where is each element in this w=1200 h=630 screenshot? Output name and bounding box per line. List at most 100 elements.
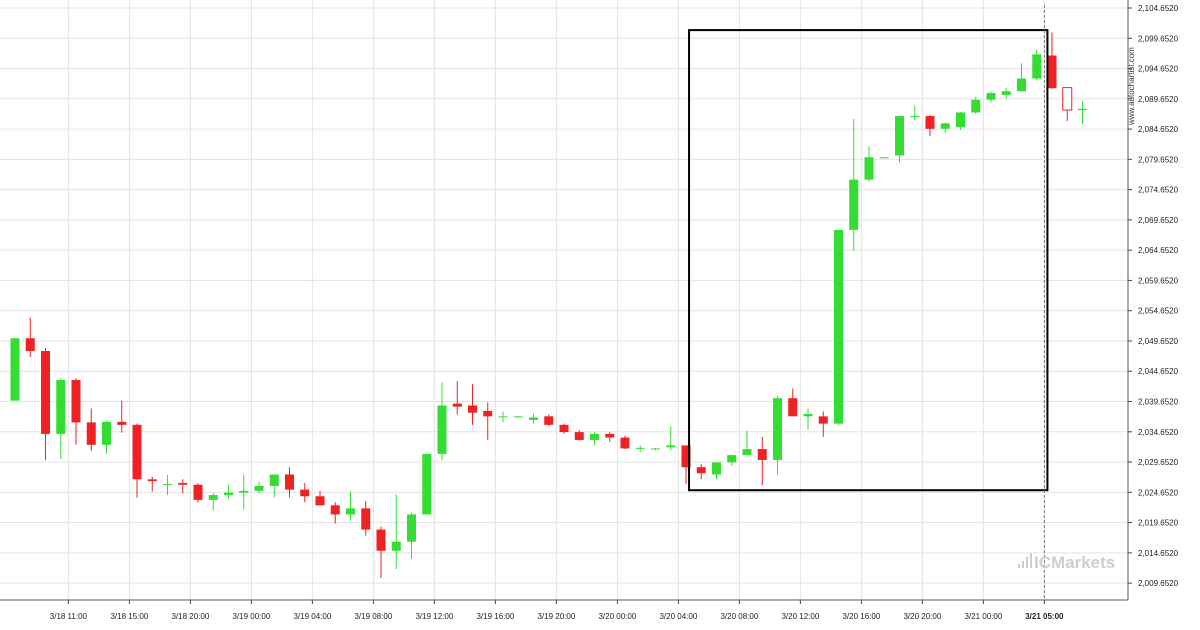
candle [208, 493, 218, 511]
candle [803, 408, 813, 430]
candle-body [803, 413, 813, 417]
candle [666, 426, 676, 451]
x-tick-label: 3/19 16:00 [476, 612, 514, 621]
x-tick-label: 3/19 04:00 [293, 612, 331, 621]
candle [376, 526, 386, 578]
candle [681, 445, 691, 485]
candle [910, 105, 920, 121]
candles [10, 32, 1087, 578]
y-tick-label: 2,079.6520 [1138, 155, 1179, 164]
candle-body [117, 421, 127, 425]
candle-body [483, 410, 493, 417]
candle-body [10, 338, 20, 401]
candle [193, 482, 203, 503]
candle-body [513, 416, 523, 418]
candle [25, 317, 35, 358]
candle-body [849, 179, 859, 230]
candle-body [818, 416, 828, 424]
candle-body [71, 380, 81, 423]
candle-body [925, 116, 935, 129]
candle-body [895, 116, 904, 156]
candle [635, 445, 645, 453]
candle-body [361, 508, 371, 530]
candle-body [1078, 108, 1087, 111]
candle [620, 435, 630, 450]
candle-body [300, 489, 310, 497]
candle-body [452, 403, 462, 407]
candle-body [1047, 55, 1057, 89]
x-tick-label: 3/19 00:00 [232, 612, 270, 621]
candle [254, 481, 264, 494]
candle [895, 116, 904, 163]
y-tick-label: 2,034.6520 [1138, 428, 1179, 437]
candle-body [696, 467, 706, 474]
candle [574, 430, 584, 441]
candle-body [208, 495, 218, 500]
y-tick-label: 2,024.6520 [1138, 488, 1179, 497]
candle-body [56, 380, 66, 434]
x-tick-label: 3/20 00:00 [598, 612, 636, 621]
y-tick-label: 2,049.6520 [1138, 337, 1179, 346]
candle-body [498, 416, 508, 418]
y-tick-label: 2,044.6520 [1138, 367, 1179, 376]
candle-body [1062, 87, 1073, 111]
candle-body [940, 123, 950, 129]
candle-body [163, 484, 172, 486]
x-axis: 3/18 11:00 3/18 15:00 3/18 20:00 3/19 00:00… [0, 599, 1128, 621]
candle-body [254, 485, 264, 491]
candle-body [620, 437, 630, 449]
candle-body [590, 433, 599, 440]
candle [849, 119, 859, 252]
candle [56, 378, 66, 459]
candle [956, 111, 965, 131]
candle-body [742, 449, 752, 456]
candle [163, 475, 172, 496]
candle [925, 114, 935, 137]
candle-body [224, 492, 233, 496]
candle-body [1017, 78, 1026, 92]
candle [513, 415, 523, 418]
candle-body [544, 416, 554, 425]
x-tick-label: 3/20 12:00 [781, 612, 819, 621]
candle-body [1001, 91, 1011, 95]
candle [147, 476, 157, 492]
candle [10, 338, 20, 401]
candle-body [285, 474, 294, 490]
candle [651, 447, 660, 451]
candle [1047, 32, 1057, 89]
candle-body [879, 157, 889, 159]
x-tick-label: 3/18 20:00 [171, 612, 209, 621]
candle-body [666, 445, 676, 448]
candle [269, 474, 279, 498]
x-tick-label: 3/20 20:00 [903, 612, 941, 621]
candle [590, 432, 599, 446]
candle-body [346, 508, 355, 515]
candle [346, 491, 355, 521]
candle [727, 455, 737, 466]
candle [422, 453, 432, 515]
candle [391, 494, 401, 569]
candle [468, 384, 477, 425]
candle [696, 464, 706, 480]
candle [407, 512, 416, 559]
candle [1017, 63, 1026, 92]
candle [986, 91, 996, 103]
y-tick-label: 2,064.6520 [1138, 246, 1179, 255]
candle [971, 96, 981, 114]
y-tick-label: 2,009.6520 [1138, 579, 1179, 588]
candle-body [559, 424, 569, 433]
brand-name: ICMarkets [1034, 553, 1115, 572]
candle-body [25, 338, 35, 351]
y-tick-label: 2,104.6520 [1138, 4, 1179, 13]
candle [41, 347, 50, 460]
candle-body [986, 93, 996, 100]
candle [102, 420, 111, 454]
y-tick-label: 2,074.6520 [1138, 186, 1179, 195]
y-tick-label: 2,014.6520 [1138, 549, 1179, 558]
candle-body [193, 484, 203, 500]
candle-body [86, 422, 96, 445]
x-tick-label: 3/20 16:00 [842, 612, 880, 621]
candle-body [834, 229, 843, 424]
candle [437, 382, 447, 460]
